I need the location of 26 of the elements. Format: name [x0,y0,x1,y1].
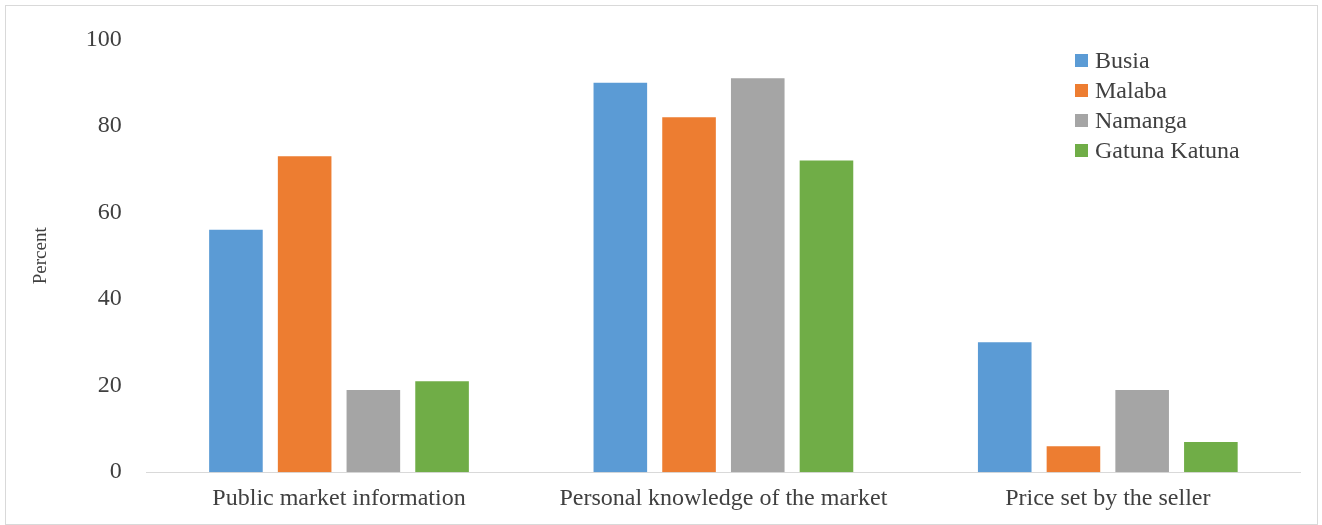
x-tick-label: Public market information [212,483,466,510]
legend-label: Busia [1095,46,1150,76]
x-tick-label: Price set by the seller [1005,483,1211,510]
y-tick-label: 0 [109,457,122,484]
bar [977,342,1032,473]
bar [209,229,263,473]
bar [346,389,401,473]
legend-label: Malaba [1095,76,1167,106]
x-tick-label: Personal knowledge of the market [559,483,888,510]
bar [277,156,332,473]
y-tick-label: 60 [97,197,122,224]
bar [1046,446,1101,473]
legend-label: Gatuna Katuna [1095,136,1240,166]
bar [415,381,469,473]
bar [662,117,716,473]
legend-label: Namanga [1095,106,1187,136]
bar [1115,389,1169,473]
y-axis-title: Percent [29,226,51,285]
bar [593,82,648,473]
bar [799,160,854,473]
y-tick-label: 20 [97,370,122,397]
bar [1184,441,1238,473]
y-tick-label: 80 [97,111,122,138]
y-tick-label: 40 [97,284,122,311]
y-tick-label: 100 [85,24,122,51]
bar [730,78,785,473]
